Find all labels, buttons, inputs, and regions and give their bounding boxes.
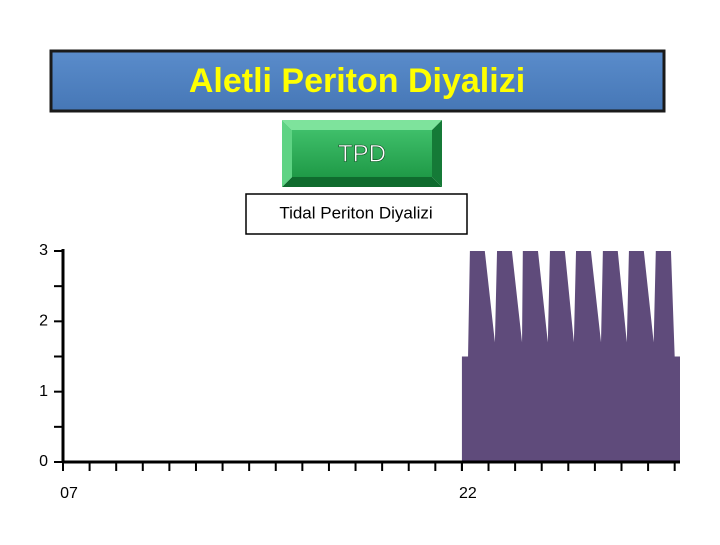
bevel: [432, 120, 442, 187]
x-tick-label: 22: [459, 485, 477, 502]
area: [461, 251, 680, 462]
bevel: [282, 120, 442, 130]
y-tick-label: 0: [39, 453, 48, 470]
badge-face: [292, 130, 432, 177]
x-tick-label: 07: [60, 485, 78, 502]
bevel: [282, 177, 442, 187]
bevel: [282, 120, 292, 187]
subtitle: Tidal Periton Diyalizi: [279, 203, 432, 222]
subtitle-box: [245, 193, 468, 235]
title-box: [49, 49, 666, 113]
badge: TPD: [338, 140, 386, 167]
title: Aletli Periton Diyalizi: [189, 62, 525, 100]
y-tick-label: 3: [39, 242, 48, 259]
y-tick-label: 2: [39, 313, 48, 330]
y-tick-label: 1: [39, 383, 48, 400]
